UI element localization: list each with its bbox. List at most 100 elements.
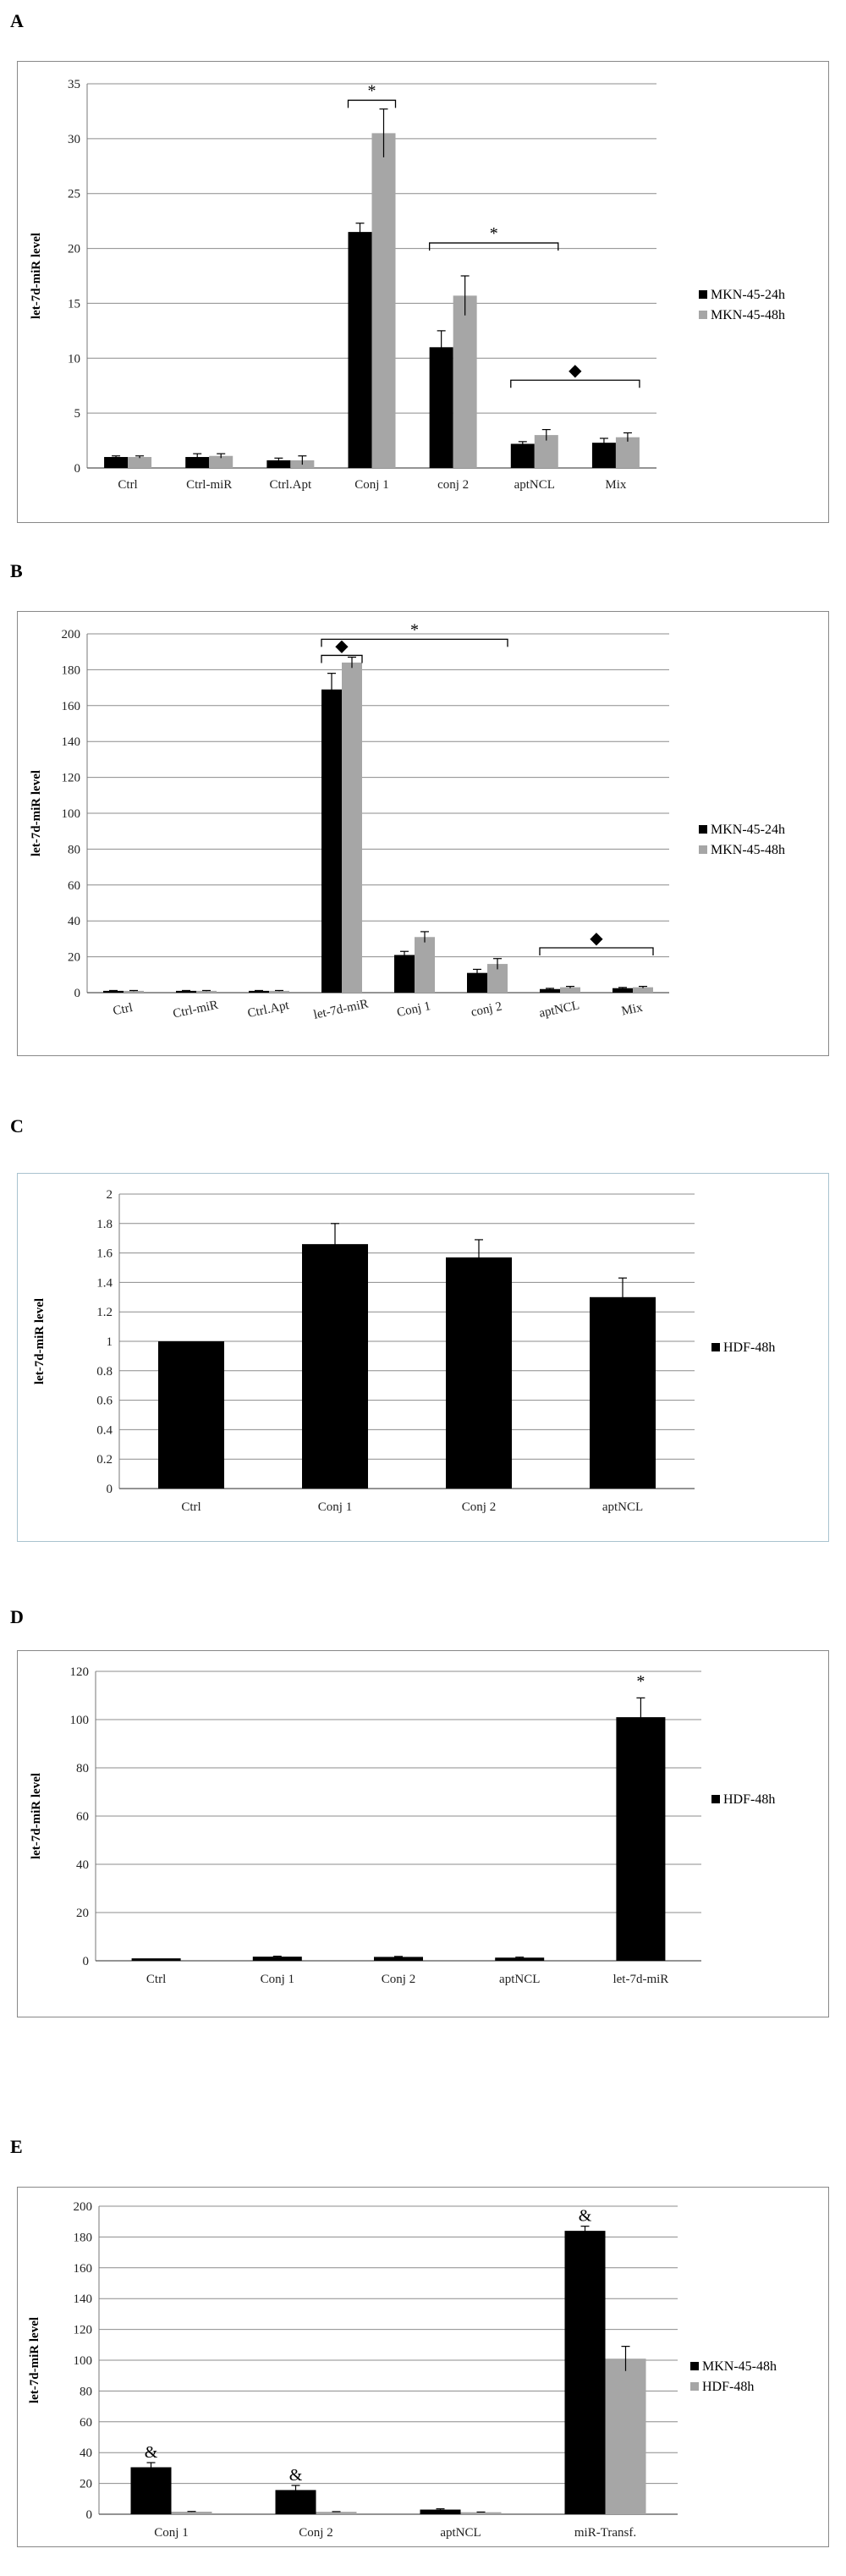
- bar: [252, 1957, 302, 1961]
- y-tick-label: 0: [83, 1955, 90, 1968]
- x-tick-label: aptNCL: [440, 2526, 481, 2540]
- legend-label: MKN-45-48h: [711, 843, 785, 857]
- bar: [415, 937, 435, 993]
- panel-letter-d: D: [10, 1606, 24, 1627]
- bar: [371, 133, 396, 468]
- significance-marker: *: [490, 224, 498, 243]
- y-tick-label: 120: [70, 1665, 90, 1679]
- legend-swatch: [699, 311, 707, 319]
- bar: [321, 689, 342, 993]
- significance-marker: &: [145, 2443, 158, 2462]
- x-tick-label: Conj 2: [462, 1500, 496, 1514]
- y-tick-label: 20: [80, 2478, 92, 2491]
- bar: [605, 2359, 646, 2514]
- significance-bracket: [428, 242, 559, 251]
- x-tick-label: Ctrl: [112, 1001, 134, 1019]
- legend-label: MKN-45-24h: [711, 823, 785, 837]
- bar: [128, 457, 152, 468]
- bar: [374, 1957, 423, 1961]
- y-tick-label: 120: [62, 772, 81, 785]
- y-tick-label: 0.8: [96, 1365, 113, 1379]
- bar: [446, 1257, 512, 1489]
- bar: [196, 990, 217, 993]
- legend-swatch: [690, 2382, 699, 2391]
- legend-swatch: [690, 2362, 699, 2370]
- bar: [302, 1244, 368, 1489]
- bar: [185, 457, 210, 468]
- significance-bracket: [539, 947, 654, 955]
- bar: [269, 990, 289, 993]
- bar: [429, 347, 453, 468]
- bar: [316, 2512, 357, 2514]
- x-tick-label: miR-Transf.: [574, 2526, 636, 2540]
- x-tick-label: Mix: [605, 478, 627, 492]
- chart-panel-b: 0 20 40 60 80 100 120 140 160 180 200 Ctrl Ctrl-miR C…: [17, 611, 829, 1056]
- legend-swatch: [699, 825, 707, 834]
- x-tick-label: let-7d-miR: [613, 1973, 668, 1986]
- legend-label: MKN-45-48h: [702, 2359, 777, 2374]
- significance-marker: *: [410, 620, 419, 639]
- y-tick-label: 100: [74, 2354, 93, 2368]
- bar: [633, 987, 653, 993]
- x-tick-label: aptNCL: [538, 999, 581, 1021]
- bar: [342, 662, 362, 993]
- bar-chart-e: 0 20 40 60 80 100 120 140 160 180 200 Conj 1 Conj 2 a…: [28, 2200, 777, 2540]
- bar: [615, 437, 640, 468]
- bar: [495, 1957, 545, 1961]
- bar: [103, 990, 124, 993]
- x-tick-label: conj 2: [470, 999, 503, 1019]
- x-tick-label: Ctrl.Apt: [270, 478, 312, 492]
- bar: [130, 2467, 172, 2514]
- bar-chart-a: 0 5 10 15 20 25 30 35 Ctrl Ctrl-miR Ctrl.Apt Conj 1…: [30, 78, 785, 492]
- y-tick-label: 160: [74, 2262, 93, 2276]
- bar: [560, 987, 580, 993]
- y-tick-label: 40: [80, 2447, 92, 2460]
- y-tick-label: 120: [74, 2324, 93, 2337]
- y-tick-label: 1: [107, 1335, 113, 1349]
- panel-letter-c: C: [10, 1115, 24, 1137]
- bar: [104, 457, 129, 468]
- bar: [176, 990, 196, 993]
- bar: [460, 2512, 502, 2514]
- legend-swatch: [699, 845, 707, 854]
- bar: [131, 1958, 181, 1961]
- bar: [249, 990, 269, 993]
- y-tick-label: 0: [86, 2508, 93, 2522]
- y-tick-label: 1.6: [96, 1247, 113, 1261]
- bar: [171, 2511, 212, 2514]
- x-tick-label: Conj 1: [354, 478, 388, 492]
- panel-letter-a: A: [10, 10, 24, 31]
- y-axis-title: let-7d-miR level: [30, 770, 43, 856]
- x-tick-label: aptNCL: [602, 1500, 643, 1514]
- legend-swatch: [699, 290, 707, 299]
- bar: [564, 2231, 606, 2514]
- x-tick-label: Ctrl: [181, 1500, 201, 1514]
- significance-marker: ◆: [569, 361, 582, 380]
- y-tick-label: 25: [68, 188, 80, 201]
- y-tick-label: 15: [68, 297, 80, 311]
- y-axis-title: let-7d-miR level: [30, 233, 43, 319]
- bar: [453, 295, 477, 468]
- significance-bracket: [510, 379, 640, 388]
- y-tick-label: 80: [80, 2385, 92, 2398]
- bar: [394, 955, 415, 993]
- y-axis-title: let-7d-miR level: [33, 1298, 47, 1384]
- y-tick-label: 0.2: [96, 1453, 113, 1467]
- x-tick-label: Conj 1: [396, 999, 432, 1020]
- y-tick-label: 200: [74, 2200, 93, 2214]
- significance-bracket: [347, 99, 397, 108]
- y-tick-label: 1.8: [96, 1218, 113, 1231]
- y-tick-label: 0: [107, 1483, 113, 1496]
- y-tick-label: 80: [76, 1762, 89, 1775]
- bar: [348, 232, 372, 468]
- y-tick-label: 5: [74, 407, 81, 421]
- bar: [540, 988, 560, 993]
- x-tick-label: Conj 2: [299, 2526, 332, 2540]
- legend-swatch: [711, 1795, 720, 1803]
- panel-letter-b: B: [10, 560, 23, 581]
- bar-chart-c: 0 0.2 0.4 0.6 0.8 1 1.2 1.4 1.6 1.8 2 Ctrl Conj 1 Con…: [33, 1188, 775, 1514]
- significance-marker: &: [579, 2207, 592, 2226]
- y-tick-label: 30: [68, 133, 80, 146]
- bar: [616, 1717, 666, 1961]
- bar: [158, 1341, 224, 1489]
